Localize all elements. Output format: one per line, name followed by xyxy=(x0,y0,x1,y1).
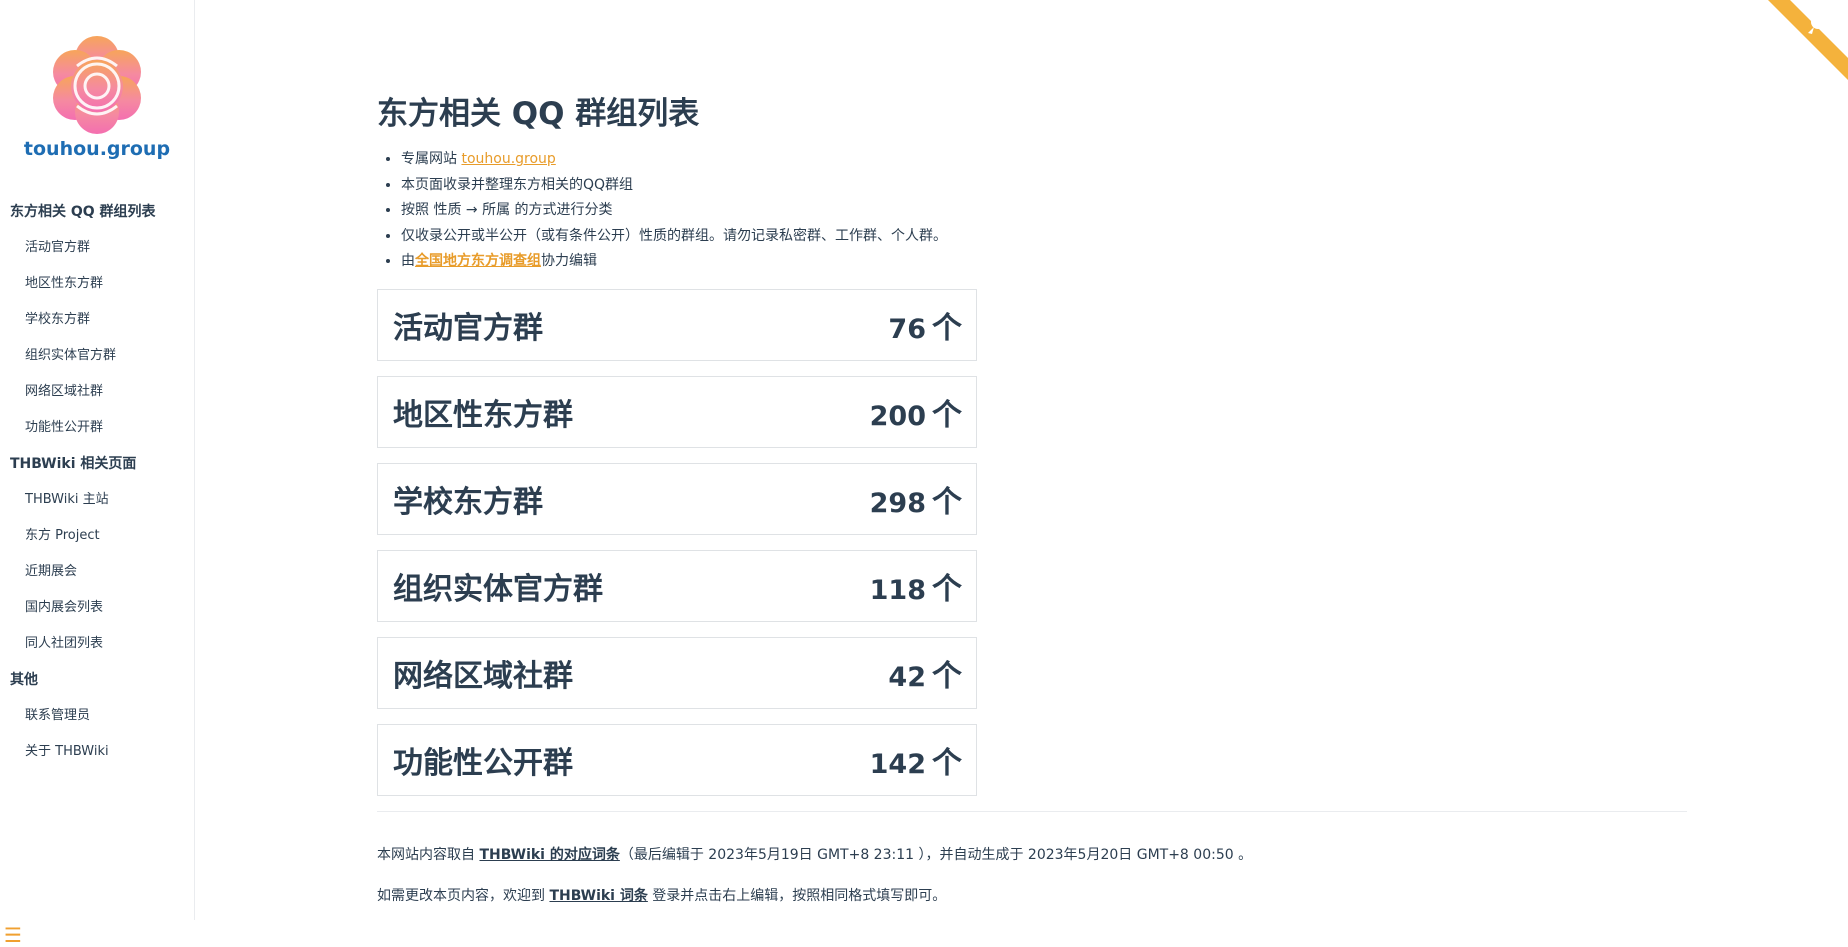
nav-item-thbwiki-main[interactable]: THBWiki 主站 xyxy=(25,492,109,507)
site-logo[interactable]: touhou.group xyxy=(0,36,194,160)
sidebar: touhou.group 东方相关 QQ 群组列表 活动官方群 地区性东方群 学… xyxy=(0,0,195,920)
nav-item-functional[interactable]: 功能性公开群 xyxy=(25,420,104,435)
card-name: 组织实体官方群 xyxy=(393,571,603,607)
nav-item-recent-events[interactable]: 近期展会 xyxy=(25,564,78,579)
intro-item: 按照 性质 → 所属 的方式进行分类 xyxy=(401,198,1687,224)
hamburger-icon[interactable]: ☰ xyxy=(4,923,22,947)
card-name: 活动官方群 xyxy=(393,310,543,346)
card-count: 76 xyxy=(888,313,926,345)
intro-text: 专属网站 xyxy=(401,151,462,167)
site-link[interactable]: touhou.group xyxy=(461,151,556,167)
nav-item-regional[interactable]: 地区性东方群 xyxy=(25,276,104,291)
sidebar-nav: 东方相关 QQ 群组列表 活动官方群 地区性东方群 学校东方群 组织实体官方群 … xyxy=(0,198,194,774)
nav-item-network[interactable]: 网络区域社群 xyxy=(25,384,104,399)
github-octocat-icon[interactable] xyxy=(1768,0,1848,80)
card-count-wrap: 118 个 xyxy=(870,564,962,608)
nav-item-domestic-events[interactable]: 国内展会列表 xyxy=(25,600,104,615)
card-count-wrap: 200 个 xyxy=(870,390,962,434)
footer-text: 登录并点击右上编辑，按照相同格式填写即可。 xyxy=(647,887,947,904)
footer-text: 如需更改本页内容，欢迎到 xyxy=(377,887,550,904)
nav-item-doujin-circles[interactable]: 同人社团列表 xyxy=(25,636,104,651)
nav-item-contact-admin[interactable]: 联系管理员 xyxy=(25,708,91,723)
card-name: 网络区域社群 xyxy=(393,658,573,694)
nav-item-school[interactable]: 学校东方群 xyxy=(25,312,91,327)
card-name: 地区性东方群 xyxy=(393,397,573,433)
intro-list: 专属网站 touhou.group 本页面收录并整理东方相关的QQ群组 按照 性… xyxy=(377,147,1687,275)
card-count-wrap: 42 个 xyxy=(888,651,962,695)
nav-item-organization[interactable]: 组织实体官方群 xyxy=(25,348,117,363)
thbwiki-edit-link[interactable]: THBWiki 词条 xyxy=(549,887,648,904)
footer-text: （最后编辑于 2023年5月19日 GMT+8 23:11 ），并自动生成于 2… xyxy=(619,846,1253,863)
nav-item-about-thbwiki[interactable]: 关于 THBWiki xyxy=(25,744,109,759)
card-count: 142 xyxy=(869,748,926,780)
card-unit: 个 xyxy=(932,745,962,781)
category-cards: 活动官方群 76 个 地区性东方群 200 个 学校东方群 298 个 组织实体官方群… xyxy=(377,288,977,796)
footer-divider xyxy=(377,810,1687,812)
category-card-regional[interactable]: 地区性东方群 200 个 xyxy=(377,375,977,448)
intro-item: 专属网站 touhou.group xyxy=(401,147,1687,173)
card-count: 42 xyxy=(888,661,926,693)
card-unit: 个 xyxy=(932,310,962,346)
nav-item-activity[interactable]: 活动官方群 xyxy=(25,240,91,255)
card-count-wrap: 142 个 xyxy=(870,738,962,782)
nav-group-qq[interactable]: 东方相关 QQ 群组列表 xyxy=(10,204,156,220)
card-count-wrap: 76 个 xyxy=(888,303,962,347)
card-name: 学校东方群 xyxy=(393,484,543,520)
nav-item-touhou-project[interactable]: 东方 Project xyxy=(25,528,100,543)
card-unit: 个 xyxy=(932,571,962,607)
category-card-activity[interactable]: 活动官方群 76 个 xyxy=(377,288,977,361)
footer-text: 本网站内容取自 xyxy=(377,846,480,863)
card-count: 118 xyxy=(869,574,926,606)
intro-item: 本页面收录并整理东方相关的QQ群组 xyxy=(401,173,1687,199)
card-unit: 个 xyxy=(932,658,962,694)
card-count-wrap: 298 个 xyxy=(870,477,962,521)
flower-logo-icon xyxy=(53,36,141,134)
footer-edit-line: 如需更改本页内容，欢迎到 THBWiki 词条 登录并点击右上编辑，按照相同格式… xyxy=(377,885,1687,905)
card-name: 功能性公开群 xyxy=(393,745,573,781)
intro-text: 由 xyxy=(401,253,415,269)
card-count: 200 xyxy=(869,400,926,432)
thbwiki-entry-link[interactable]: THBWiki 的对应词条 xyxy=(479,846,620,863)
card-count: 298 xyxy=(869,487,926,519)
nav-group-thbwiki[interactable]: THBWiki 相关页面 xyxy=(10,456,137,472)
main-content: 东方相关 QQ 群组列表 专属网站 touhou.group 本页面收录并整理东… xyxy=(377,80,1687,905)
footer-source-line: 本网站内容取自 THBWiki 的对应词条（最后编辑于 2023年5月19日 G… xyxy=(377,844,1687,864)
nav-group-other[interactable]: 其他 xyxy=(10,672,38,688)
category-card-organization[interactable]: 组织实体官方群 118 个 xyxy=(377,549,977,622)
logo-text: touhou.group xyxy=(23,138,171,160)
card-unit: 个 xyxy=(932,397,962,433)
category-card-school[interactable]: 学校东方群 298 个 xyxy=(377,462,977,535)
survey-group-link[interactable]: 全国地方东方调查组 xyxy=(415,253,541,269)
intro-item: 由全国地方东方调查组协力编辑 xyxy=(401,249,1687,275)
intro-text: 协力编辑 xyxy=(541,253,597,269)
category-card-network[interactable]: 网络区域社群 42 个 xyxy=(377,636,977,709)
card-unit: 个 xyxy=(932,484,962,520)
intro-item: 仅收录公开或半公开（或有条件公开）性质的群组。请勿记录私密群、工作群、个人群。 xyxy=(401,224,1687,250)
page-title: 东方相关 QQ 群组列表 xyxy=(377,96,700,132)
category-card-functional[interactable]: 功能性公开群 142 个 xyxy=(377,723,977,796)
